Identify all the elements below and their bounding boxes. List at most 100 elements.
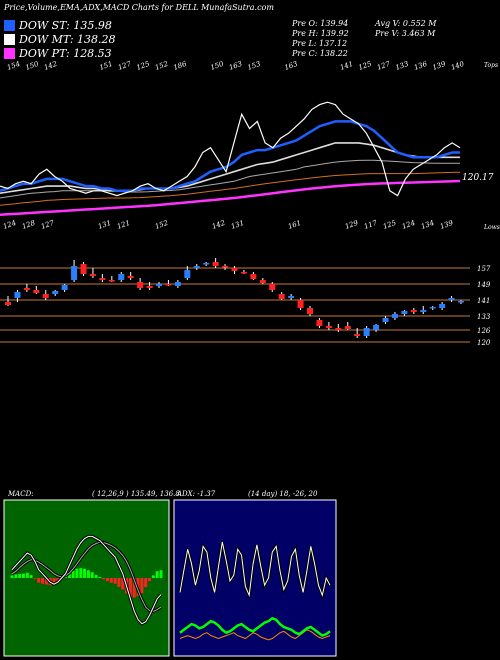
price-level-label: 157	[477, 265, 491, 273]
ema-panel: 154 150 142 151 127 125 152 186 150 163 153 163 141 1…	[0, 60, 500, 231]
macd-histogram-bar	[44, 578, 48, 585]
macd-histogram-bar	[98, 576, 102, 578]
top-value-label: 150	[24, 60, 40, 72]
top-value-label: 125	[357, 60, 373, 72]
top-value-label: 127	[376, 60, 392, 72]
candle-body	[429, 307, 436, 309]
candle-body	[278, 294, 285, 299]
top-value-label: 153	[246, 60, 262, 72]
candle-body	[89, 274, 96, 276]
candle-body	[401, 311, 408, 314]
candle-body	[137, 282, 144, 288]
macd-histogram-bar	[106, 578, 110, 582]
low-value-label: 131	[230, 219, 245, 231]
chart-title: Price,Volume,EMA,ADX,MACD Charts for DEL…	[4, 3, 274, 12]
macd-histogram-bar	[52, 578, 56, 585]
macd-histogram-bar	[155, 571, 159, 578]
candle-body	[174, 282, 181, 286]
candle-body	[288, 296, 295, 298]
macd-histogram-bar	[71, 570, 75, 578]
macd-line	[11, 535, 162, 625]
macd-histogram-bar	[79, 568, 83, 578]
ema-series-price	[0, 101, 461, 197]
macd-histogram-bar	[151, 575, 155, 578]
macd-histogram-bar	[140, 578, 144, 594]
macd-histogram-bar	[144, 578, 148, 588]
stat-prev-volume: Pre V: 3.463 M	[375, 29, 436, 38]
adx-title: ADX: -1.37	[176, 490, 216, 498]
candle-body	[146, 286, 153, 288]
low-value-label: 128	[21, 219, 37, 231]
top-value-label: 127	[117, 60, 133, 72]
candle-body	[99, 278, 106, 280]
candle-body	[222, 266, 229, 268]
candle-body	[250, 274, 257, 279]
candle-body	[184, 270, 191, 278]
top-value-label: 125	[135, 60, 151, 72]
candle-body	[42, 294, 49, 298]
macd-histogram-bar	[102, 578, 106, 580]
candle-body	[373, 325, 380, 330]
candle-body	[14, 292, 21, 298]
candle-body	[325, 326, 332, 328]
macd-title: MACD:	[7, 490, 34, 498]
low-value-label: 142	[211, 219, 227, 231]
adx-panel: ADX: -1.37 (14 day) 18, -26, 20	[173, 490, 337, 657]
legend-label-pt: DOW PT: 128.53	[19, 47, 112, 60]
ema-series-ema_long	[0, 171, 461, 206]
macd-histogram-bar	[86, 570, 90, 578]
top-value-label: 133	[394, 60, 410, 72]
macd-signal-line	[11, 541, 162, 612]
stat-prev-high: Pre H: 139.92	[292, 29, 349, 38]
top-value-label: 186	[172, 60, 188, 72]
candle-body	[316, 320, 323, 326]
ema-series-ema_pt	[0, 179, 461, 217]
macd-histogram-bar	[90, 572, 94, 578]
candle-body	[458, 301, 464, 303]
top-value-label: 142	[43, 60, 59, 72]
candle-body	[5, 302, 11, 305]
macd-histogram-bar	[117, 578, 121, 587]
macd-params: ( 12,26,9 ) 135.49, 136.8	[92, 490, 180, 498]
ema-series-ema_fast	[0, 120, 460, 193]
candle-body	[80, 264, 87, 274]
low-value-label: 125	[382, 219, 398, 231]
macd-histogram-bar	[109, 578, 113, 583]
low-value-label: 129	[344, 219, 360, 231]
macd-histogram-bar	[18, 574, 22, 578]
candle-body	[52, 291, 59, 294]
top-value-label: 141	[339, 60, 354, 72]
top-value-label: 139	[431, 60, 447, 72]
price-level-label: 120	[477, 339, 491, 347]
low-value-label: 152	[154, 219, 170, 231]
candle-body	[108, 280, 115, 282]
candle-body	[212, 262, 219, 266]
low-value-label: 124	[2, 219, 17, 231]
candle-body	[307, 308, 313, 314]
candle-body	[33, 290, 40, 293]
macd-histogram-bar	[94, 574, 98, 578]
top-value-label: 140	[450, 60, 466, 72]
adx-line	[179, 541, 331, 598]
candle-body	[439, 304, 446, 308]
candle-body	[240, 272, 247, 274]
legend-dow-mt: DOW MT: 138.28	[4, 33, 116, 46]
top-value-label: 151	[98, 60, 113, 72]
candle-body	[118, 274, 125, 280]
macd-histogram-bar	[14, 574, 18, 578]
macd-histogram-bar	[37, 578, 41, 583]
low-value-label: 161	[287, 219, 302, 231]
low-value-label: 117	[363, 219, 379, 231]
adx-params: (14 day) 18, -26, 20	[248, 490, 318, 498]
tops-axis-label: Tops	[484, 62, 498, 69]
candle-body	[203, 263, 210, 265]
macd-histogram-bar	[132, 578, 136, 598]
candle-body	[61, 285, 68, 290]
macd-histogram-bar	[121, 578, 125, 590]
macd-histogram-bar	[83, 568, 87, 578]
candle-body	[165, 284, 172, 286]
candle-body	[297, 300, 304, 308]
stat-prev-close: Pre C: 138.22	[292, 49, 348, 58]
low-value-label: 139	[439, 219, 455, 231]
price-level-label: 133	[477, 313, 491, 321]
